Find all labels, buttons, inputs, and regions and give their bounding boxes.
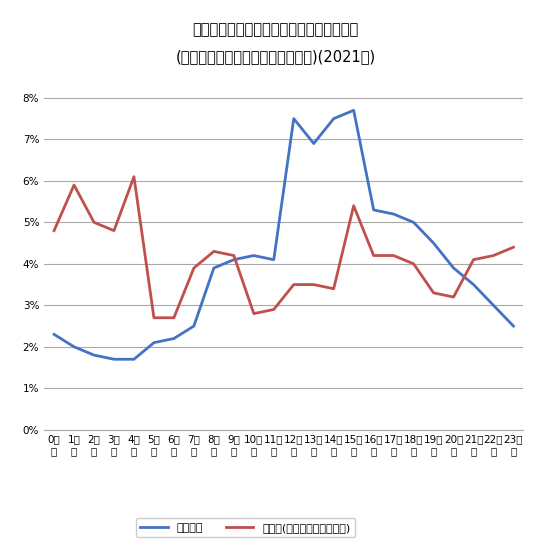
死者数(放火・自殺など除く) <box>210 248 217 255</box>
出火件数 <box>131 356 137 363</box>
死者数(放火・自殺など除く) <box>251 310 257 317</box>
死者数(放火・自殺など除く) <box>230 252 237 259</box>
出火件数 <box>150 339 157 346</box>
出火件数 <box>71 343 77 350</box>
死者数(放火・自殺など除く) <box>111 228 117 234</box>
出火件数 <box>91 352 98 358</box>
出火件数 <box>470 281 477 288</box>
出火件数 <box>490 302 497 309</box>
死者数(放火・自殺など除く) <box>450 294 457 300</box>
死者数(放火・自殺など除く) <box>470 256 477 263</box>
死者数(放火・自殺など除く) <box>71 182 77 188</box>
出火件数 <box>51 331 57 338</box>
Text: (時間明確分の全体数に占める割合)(2021年): (時間明確分の全体数に占める割合)(2021年) <box>175 50 376 64</box>
出火件数 <box>271 256 277 263</box>
死者数(放火・自殺など除く) <box>370 252 377 259</box>
出火件数 <box>450 264 457 271</box>
Legend: 出火件数, 死者数(放火・自殺など除く): 出火件数, 死者数(放火・自殺など除く) <box>136 518 355 537</box>
死者数(放火・自殺など除く) <box>310 281 317 288</box>
死者数(放火・自殺など除く) <box>51 228 57 234</box>
出火件数 <box>370 207 377 213</box>
出火件数 <box>430 240 437 246</box>
Text: 時間帯別出火件数および出火による死者数: 時間帯別出火件数および出火による死者数 <box>192 22 359 37</box>
出火件数 <box>171 335 177 342</box>
死者数(放火・自殺など除く) <box>131 174 137 180</box>
死者数(放火・自殺など除く) <box>490 252 497 259</box>
死者数(放火・自殺など除く) <box>390 252 397 259</box>
出火件数 <box>191 323 197 329</box>
死者数(放火・自殺など除く) <box>191 264 197 271</box>
死者数(放火・自殺など除く) <box>430 290 437 296</box>
死者数(放火・自殺など除く) <box>171 315 177 321</box>
出火件数 <box>251 252 257 259</box>
死者数(放火・自殺など除く) <box>410 261 417 267</box>
出火件数 <box>350 107 357 114</box>
出火件数 <box>390 210 397 217</box>
死者数(放火・自殺など除く) <box>350 202 357 209</box>
Line: 死者数(放火・自殺など除く): 死者数(放火・自殺など除く) <box>54 177 514 318</box>
出火件数 <box>290 115 297 122</box>
出火件数 <box>111 356 117 363</box>
死者数(放火・自殺など除く) <box>331 285 337 292</box>
死者数(放火・自殺など除く) <box>150 315 157 321</box>
Line: 出火件数: 出火件数 <box>54 110 514 359</box>
死者数(放火・自殺など除く) <box>290 281 297 288</box>
出火件数 <box>310 140 317 147</box>
出火件数 <box>331 115 337 122</box>
出火件数 <box>230 256 237 263</box>
出火件数 <box>210 264 217 271</box>
死者数(放火・自殺など除く) <box>271 306 277 313</box>
死者数(放火・自殺など除く) <box>510 244 517 251</box>
出火件数 <box>510 323 517 329</box>
出火件数 <box>410 219 417 226</box>
死者数(放火・自殺など除く) <box>91 219 98 226</box>
